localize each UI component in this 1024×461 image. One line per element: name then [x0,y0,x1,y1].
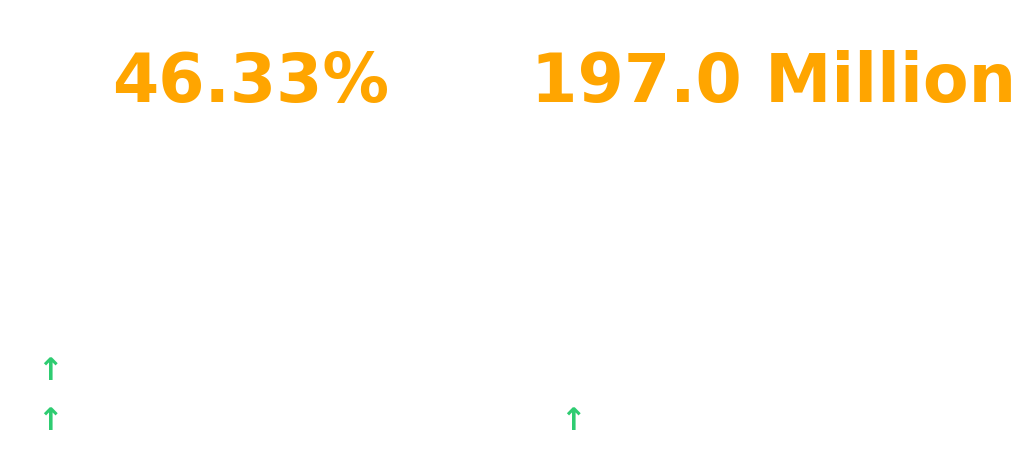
Text: 0.0%  since last week: 0.0% since last week [624,359,927,383]
Text: acres of crops in U.S. are
experiencing drought
conditions this week.: acres of crops in U.S. are experiencing … [606,166,941,258]
Text: —: — [558,357,589,385]
Text: ↑: ↑ [560,408,586,436]
Text: 0.4%  since last week: 0.4% since last week [100,359,403,383]
Text: 46.33%: 46.33% [112,50,389,116]
Text: 0.2%  since last month: 0.2% since last month [100,410,421,434]
Text: 1.6%  since last month: 1.6% since last month [624,410,944,434]
Text: ↑: ↑ [37,357,62,385]
Text: of the U.S. and 55.24% of
the lower 48 states are in
drought this week.: of the U.S. and 55.24% of the lower 48 s… [79,166,422,258]
Text: 197.0 Million: 197.0 Million [531,50,1016,116]
Text: ↑: ↑ [37,408,62,436]
